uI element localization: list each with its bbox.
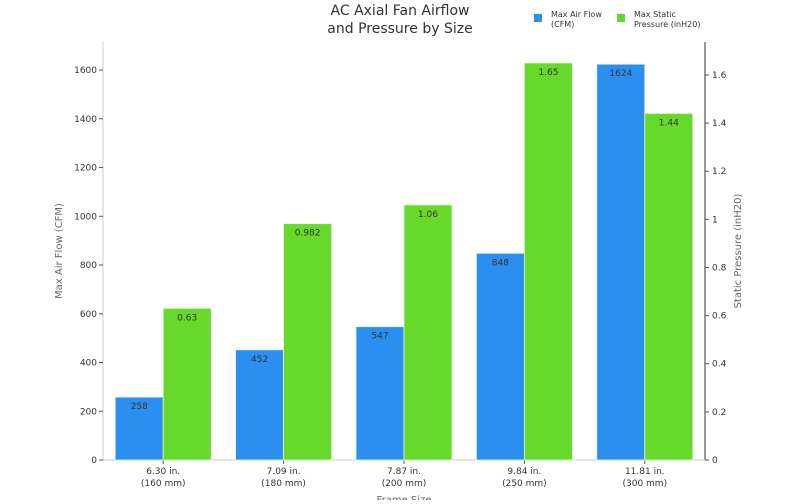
airflow-bar bbox=[596, 63, 646, 461]
y-tick-label: 1400 bbox=[74, 115, 97, 125]
legend-swatch bbox=[617, 14, 625, 22]
y2-tick-label: 0.2 bbox=[712, 408, 726, 418]
data-label: 1624 bbox=[609, 69, 632, 79]
y-tick-label: 1200 bbox=[74, 164, 97, 174]
x-tick-label: 7.09 in. (180 mm) bbox=[261, 467, 306, 489]
pressure-bar bbox=[524, 62, 573, 461]
x-tick-label: 6.30 in. (160 mm) bbox=[141, 467, 186, 489]
y2-tick-label: 0.8 bbox=[712, 263, 727, 273]
y2-tick-label: 0 bbox=[712, 456, 718, 466]
data-label: 452 bbox=[251, 355, 268, 365]
y2-tick-label: 0.4 bbox=[712, 360, 727, 370]
airflow-bar bbox=[355, 326, 405, 461]
data-label: 0.63 bbox=[177, 313, 197, 323]
y-tick-label: 1600 bbox=[74, 66, 97, 76]
pressure-bar bbox=[644, 113, 694, 461]
y-axis-label: Max Air Flow (CFM) bbox=[54, 203, 65, 299]
airflow-bar bbox=[114, 396, 164, 461]
x-tick-label: 9.84 in. (250 mm) bbox=[502, 467, 547, 489]
y2-tick-label: 0.6 bbox=[712, 312, 727, 322]
y-tick-label: 200 bbox=[80, 407, 97, 417]
pressure-bar bbox=[283, 223, 333, 461]
data-label: 1.44 bbox=[659, 118, 679, 128]
airflow-bar bbox=[475, 252, 525, 461]
data-label: 1.65 bbox=[538, 68, 558, 78]
x-axis-label: Frame Size bbox=[377, 495, 432, 500]
y-tick-label: 600 bbox=[80, 310, 97, 320]
pressure-bar bbox=[162, 307, 212, 461]
y2-tick-label: 1.4 bbox=[712, 119, 727, 129]
data-label: 258 bbox=[131, 402, 148, 412]
data-label: 0.982 bbox=[295, 229, 321, 239]
y-tick-label: 800 bbox=[80, 261, 97, 271]
data-label: 1.06 bbox=[418, 210, 438, 220]
legend-swatch bbox=[534, 14, 542, 22]
y2-axis-label: Static Pressure (inH20) bbox=[733, 194, 744, 309]
chart-title: AC Axial Fan Airflow and Pressure by Size bbox=[327, 3, 472, 37]
pressure-bar bbox=[403, 204, 453, 461]
airflow-bar bbox=[235, 349, 285, 461]
y2-tick-label: 1.6 bbox=[712, 71, 727, 81]
x-tick-label: 7.87 in. (200 mm) bbox=[382, 467, 427, 489]
y-tick-label: 0 bbox=[91, 456, 97, 466]
data-label: 848 bbox=[492, 258, 509, 268]
y-tick-label: 1000 bbox=[74, 212, 97, 222]
y2-tick-label: 1.2 bbox=[712, 167, 726, 177]
x-tick-label: 11.81 in. (300 mm) bbox=[622, 467, 667, 489]
y-tick-label: 400 bbox=[80, 359, 97, 369]
legend-label: Max Static Pressure (inH20) bbox=[634, 10, 700, 29]
y2-tick-label: 1 bbox=[712, 215, 718, 225]
data-label: 547 bbox=[371, 332, 388, 342]
legend-label: Max Air Flow (CFM) bbox=[551, 10, 602, 29]
